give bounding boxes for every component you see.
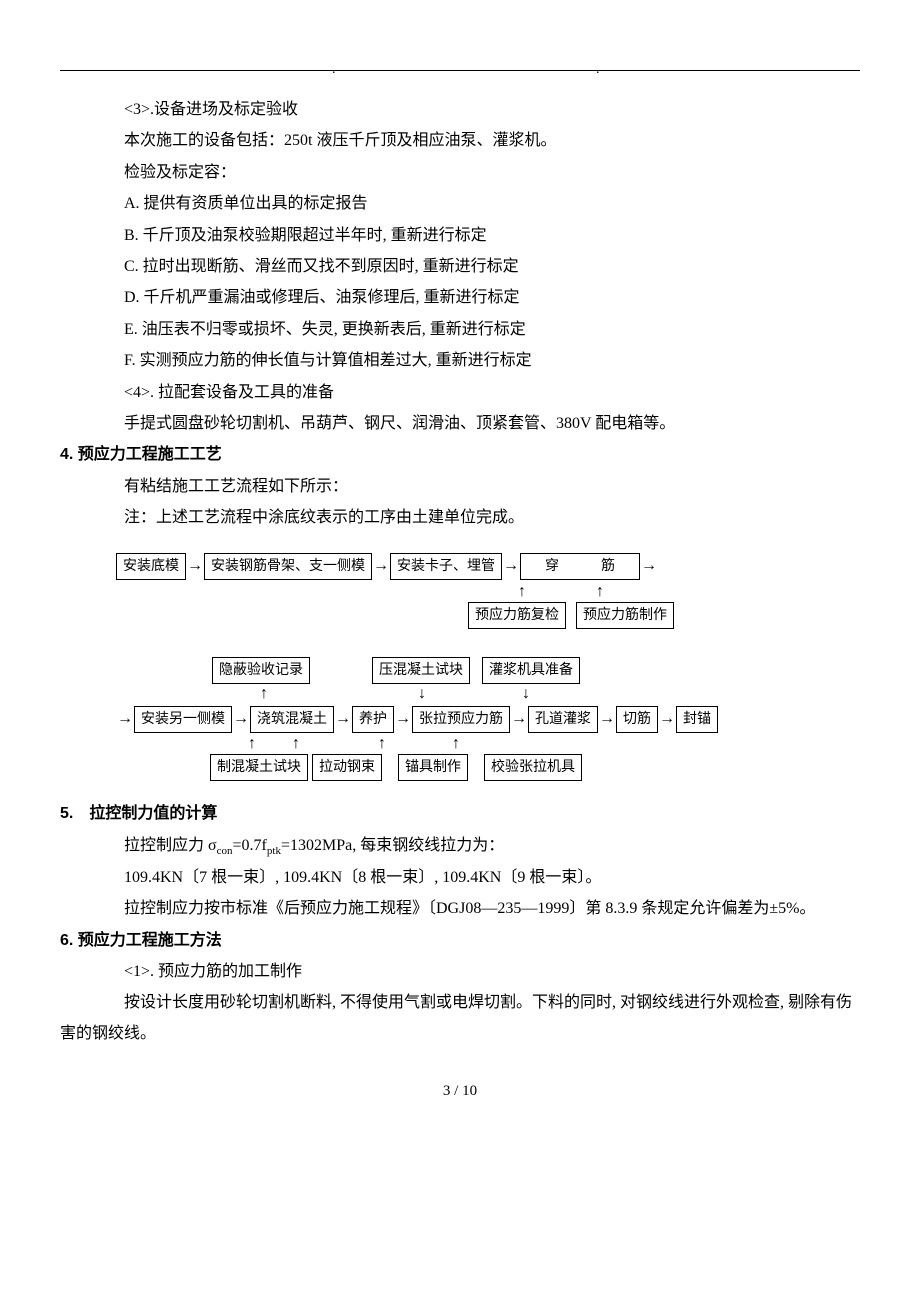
flow-node: 浇筑混凝土 (250, 706, 334, 733)
flow-node: 安装钢筋骨架、支一侧模 (204, 553, 372, 580)
section-5-line-3: 拉控制应力按市标准《后预应力施工规程》〔DGJ08—235—1999〕第 8.3… (60, 894, 860, 924)
arrow-right-icon (640, 551, 658, 581)
s5-text-a: 拉控制应力 σ (124, 837, 217, 854)
flow-node: 孔道灌浆 (528, 706, 598, 733)
flow-node: 拉动钢束 (312, 754, 382, 781)
s5-text-c: =1302MPa, 每束钢绞线拉力为： (281, 837, 504, 854)
section-4-line-2: 注：上述工艺流程中涂底纹表示的工序由土建单位完成。 (60, 503, 860, 533)
arrow-up-icon (596, 584, 604, 600)
para-4-line-1: 手提式圆盘砂轮切割机、吊葫芦、钢尺、润滑油、顶紧套管、380V 配电箱等。 (60, 409, 860, 439)
s5-sub-ptk: ptk (267, 845, 281, 857)
arrow-right-icon (372, 551, 390, 581)
flow-row-2-top: 隐蔽验收记录 压混凝土试块 灌浆机具准备 (116, 657, 860, 684)
flow-node: 校验张拉机具 (484, 754, 582, 781)
flow-node: 封锚 (676, 706, 718, 733)
header-rule: . . (60, 70, 860, 71)
flow-row-2-top-arrows (116, 686, 860, 702)
section-5-line-1: 拉控制应力 σcon=0.7fptk=1302MPa, 每束钢绞线拉力为： (60, 831, 860, 862)
section-6-p1-line-1: 按设计长度用砂轮切割机断料, 不得使用气割或电焊切割。下料的同时, 对钢绞线进行… (60, 988, 860, 1049)
arrow-up-icon (292, 736, 300, 752)
flow-node: 制混凝土试块 (210, 754, 308, 781)
arrow-right-icon (510, 704, 528, 734)
s5-text-b: =0.7f (233, 837, 267, 854)
flow-node: 安装卡子、埋管 (390, 553, 502, 580)
arrow-right-icon (598, 704, 616, 734)
flow-row-1-sub: 预应力筋复检 预应力筋制作 (116, 602, 860, 629)
flow-node: 安装底模 (116, 553, 186, 580)
flow-node: 张拉预应力筋 (412, 706, 510, 733)
arrow-right-icon (334, 704, 352, 734)
arrow-down-icon (522, 686, 530, 702)
para-3-item-c: C. 拉时出现断筋、滑丝而又找不到原因时, 重新进行标定 (60, 252, 860, 282)
section-6-p1-title: <1>. 预应力筋的加工制作 (60, 957, 860, 987)
arrow-right-icon (186, 551, 204, 581)
s5-sub-con: con (217, 845, 233, 857)
header-dot-right: . (596, 57, 600, 84)
para-3-title: <3>.设备进场及标定验收 (60, 95, 860, 125)
arrow-up-icon (452, 736, 460, 752)
page-number: 3 / 10 (60, 1077, 860, 1106)
para-3-item-a: A. 提供有资质单位出具的标定报告 (60, 189, 860, 219)
para-3-item-f: F. 实测预应力筋的伸长值与计算值相差过大, 重新进行标定 (60, 346, 860, 376)
section-4-head: 4. 预应力工程施工工艺 (60, 440, 860, 470)
flow-row-2-bot: 制混凝土试块 拉动钢束 锚具制作 校验张拉机具 (116, 754, 860, 781)
arrow-right-icon (502, 551, 520, 581)
section-4-line-1: 有粘结施工工艺流程如下所示： (60, 472, 860, 502)
section-5-head: 5. 拉控制力值的计算 (60, 799, 860, 829)
arrow-up-icon (518, 584, 526, 600)
flowchart: 安装底模 安装钢筋骨架、支一侧模 安装卡子、埋管 穿 筋 预应力筋复检 预应力筋… (116, 551, 860, 781)
flow-row-1: 安装底模 安装钢筋骨架、支一侧模 安装卡子、埋管 穿 筋 (116, 551, 860, 581)
arrow-up-icon (378, 736, 386, 752)
flow-node: 压混凝土试块 (372, 657, 470, 684)
flow-node: 预应力筋复检 (468, 602, 566, 629)
arrow-right-icon (658, 704, 676, 734)
flow-node: 切筋 (616, 706, 658, 733)
section-6-head: 6. 预应力工程施工方法 (60, 926, 860, 956)
arrow-right-icon (232, 704, 250, 734)
arrow-down-icon (418, 686, 426, 702)
arrow-right-icon (394, 704, 412, 734)
flow-node: 锚具制作 (398, 754, 468, 781)
flow-node: 穿 筋 (520, 553, 640, 580)
flow-node: 隐蔽验收记录 (212, 657, 310, 684)
flow-row-2: 安装另一侧模 浇筑混凝土 养护 张拉预应力筋 孔道灌浆 切筋 封锚 (116, 704, 860, 734)
flow-row-1-arrows (116, 584, 860, 600)
para-3-item-d: D. 千斤机严重漏油或修理后、油泵修理后, 重新进行标定 (60, 283, 860, 313)
arrow-up-icon (248, 736, 256, 752)
flow-row-2-bot-arrows (116, 736, 860, 752)
flow-node: 预应力筋制作 (576, 602, 674, 629)
para-4-title: <4>. 拉配套设备及工具的准备 (60, 378, 860, 408)
section-5-line-2: 109.4KN〔7 根一束〕, 109.4KN〔8 根一束〕, 109.4KN〔… (60, 863, 860, 893)
para-3-line-1: 本次施工的设备包括：250t 液压千斤顶及相应油泵、灌浆机。 (60, 126, 860, 156)
para-3-line-2: 检验及标定容： (60, 158, 860, 188)
para-3-item-b: B. 千斤顶及油泵校验期限超过半年时, 重新进行标定 (60, 221, 860, 251)
para-3-item-e: E. 油压表不归零或损坏、失灵, 更换新表后, 重新进行标定 (60, 315, 860, 345)
arrow-right-icon (116, 704, 134, 734)
flow-node: 安装另一侧模 (134, 706, 232, 733)
flow-node: 灌浆机具准备 (482, 657, 580, 684)
header-dot-left: . (332, 57, 336, 84)
arrow-up-icon (260, 686, 268, 702)
flow-node: 养护 (352, 706, 394, 733)
